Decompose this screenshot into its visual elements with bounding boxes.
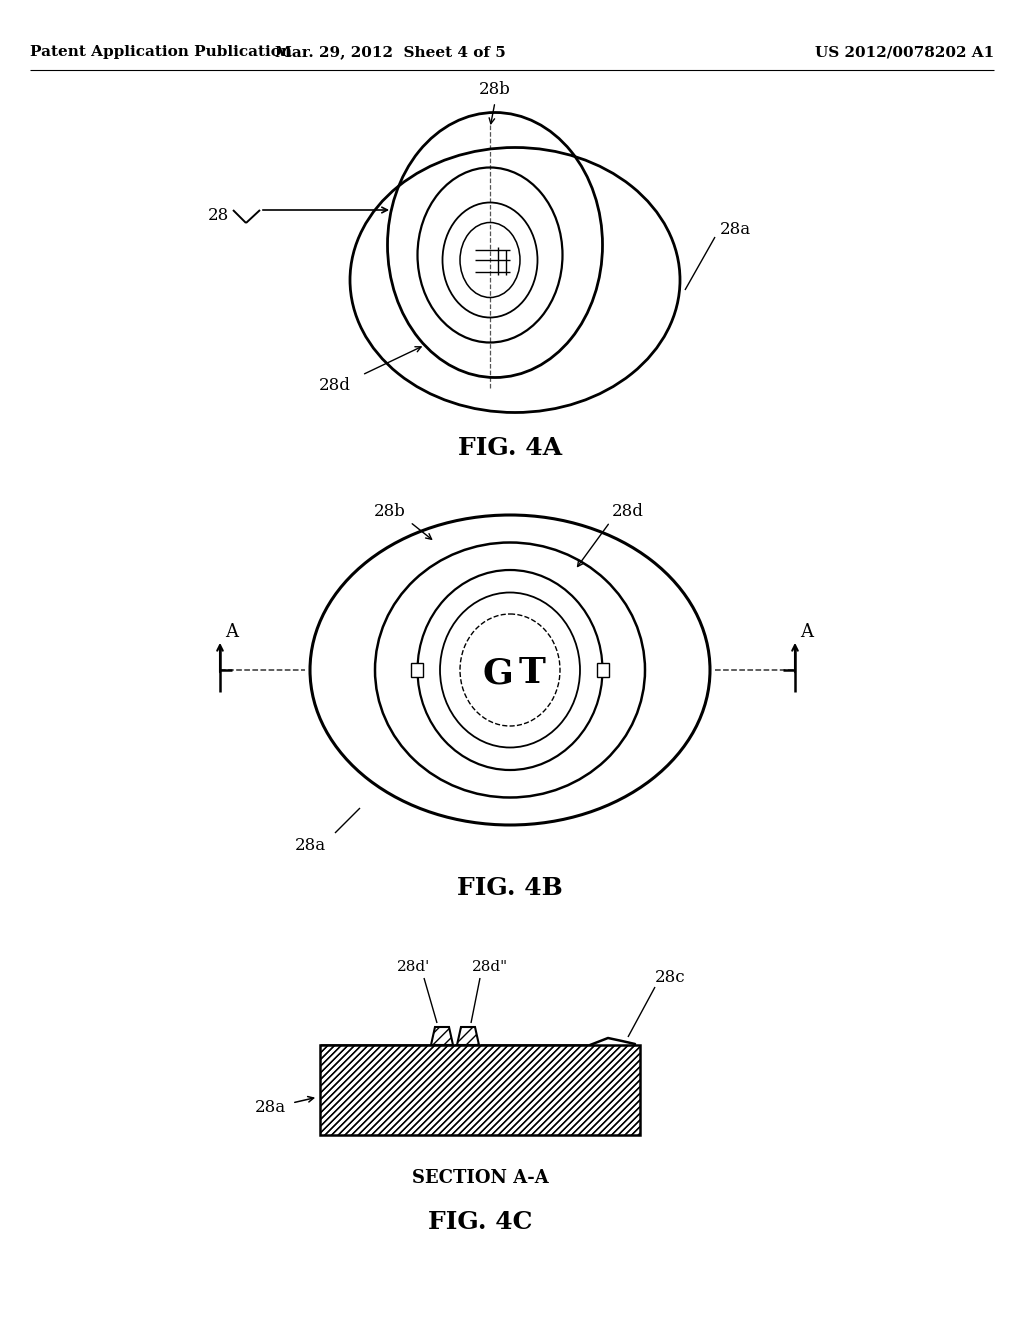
Text: 28d: 28d: [319, 376, 351, 393]
Text: US 2012/0078202 A1: US 2012/0078202 A1: [815, 45, 994, 59]
Text: 28d": 28d": [472, 960, 508, 974]
Polygon shape: [457, 1027, 479, 1045]
Bar: [411, 663, 423, 677]
Text: 28a: 28a: [254, 1098, 286, 1115]
Text: A: A: [225, 623, 239, 642]
Text: A: A: [801, 623, 813, 642]
Text: FIG. 4B: FIG. 4B: [457, 876, 563, 900]
Text: SECTION A-A: SECTION A-A: [412, 1170, 549, 1187]
Text: G: G: [482, 656, 513, 690]
Text: 28: 28: [208, 206, 228, 223]
Text: 28d: 28d: [612, 503, 644, 520]
Text: 28a: 28a: [295, 837, 326, 854]
Text: FIG. 4A: FIG. 4A: [458, 436, 562, 459]
Text: FIG. 4C: FIG. 4C: [428, 1210, 532, 1234]
Text: 28a: 28a: [720, 222, 752, 239]
Bar: [319, 1045, 640, 1135]
Bar: [597, 663, 609, 677]
Text: 28c: 28c: [654, 969, 685, 986]
Text: 28d': 28d': [397, 960, 431, 974]
Text: 28b: 28b: [479, 82, 511, 99]
Text: T: T: [518, 656, 546, 690]
Bar: [319, 1045, 640, 1135]
Bar: [319, 1045, 640, 1135]
Text: Mar. 29, 2012  Sheet 4 of 5: Mar. 29, 2012 Sheet 4 of 5: [274, 45, 506, 59]
Text: 28b: 28b: [374, 503, 406, 520]
Polygon shape: [431, 1027, 453, 1045]
Text: Patent Application Publication: Patent Application Publication: [30, 45, 292, 59]
